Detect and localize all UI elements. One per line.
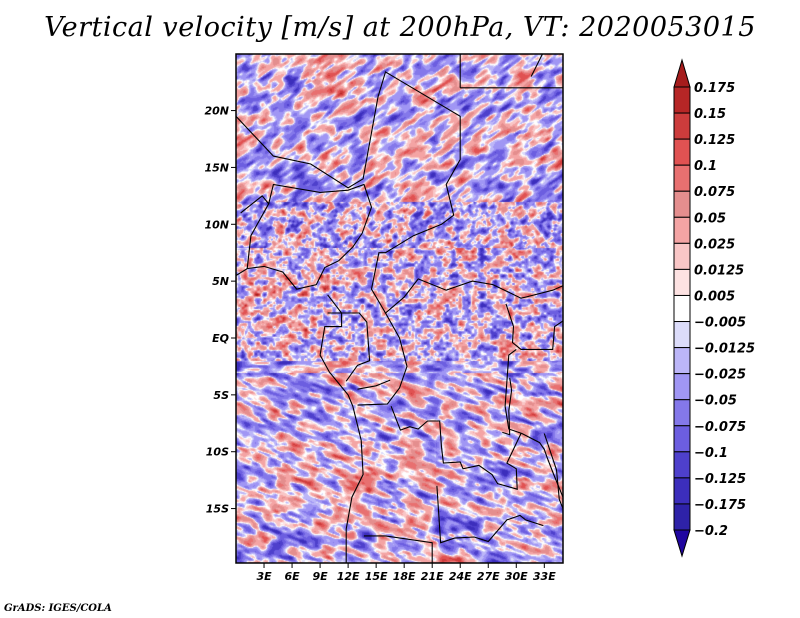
colorbar-box [673, 477, 691, 505]
colorbar-label: 0.05 [694, 211, 726, 226]
colorbar-label: −0.025 [694, 368, 746, 383]
colorbar-box [673, 347, 691, 375]
colorbar-box [673, 138, 691, 166]
colorbar-label: −0.125 [694, 472, 746, 487]
colorbar-label: 0.125 [694, 133, 735, 148]
colorbar-box [673, 399, 691, 427]
vertical-velocity-field [236, 54, 563, 563]
colorbar-label: 0.1 [694, 159, 717, 174]
colorbar-box [673, 190, 691, 218]
boundary-line [390, 406, 522, 490]
colorbar-extend-max [673, 58, 691, 88]
x-tick-label: 27E [477, 570, 500, 583]
y-tick-label: 15S [206, 503, 229, 516]
map-plot-area [236, 54, 563, 563]
colorbar-box [673, 164, 691, 192]
colorbar-extend-min [673, 529, 691, 558]
boundary-line [357, 312, 408, 406]
boundary-line [504, 348, 563, 498]
boundary-line [319, 294, 364, 563]
boundary-line [364, 535, 433, 563]
colorbar-label: 0.0125 [694, 263, 744, 278]
colorbar-label: 0.175 [694, 81, 735, 96]
x-tick-label: 24E [449, 570, 472, 583]
x-tick-label: 6E [284, 570, 300, 583]
colorbar-box [673, 451, 691, 479]
x-tick-label: 9E [312, 570, 328, 583]
colorbar-label: 0.025 [694, 237, 735, 252]
colorbar-label: 0.15 [694, 107, 726, 122]
colorbar-label: 0.075 [694, 185, 735, 200]
boundary-line [236, 71, 563, 314]
chart-title: Vertical velocity [m/s] at 200hPa, VT: 2… [44, 12, 756, 43]
colorbar-label: 0.005 [694, 289, 735, 304]
colorbar-box [673, 503, 691, 531]
country-boundaries [236, 54, 563, 563]
y-tick-label: 10N [204, 218, 229, 231]
y-tick-label: 15N [204, 161, 229, 174]
colorbar-box [673, 294, 691, 323]
y-tick-label: EQ [212, 332, 229, 345]
x-tick-label: 12E [337, 570, 360, 583]
grads-credit: GrADS: IGES/COLA [4, 603, 112, 614]
boundary-line [236, 183, 373, 290]
colorbar-box [673, 321, 691, 349]
x-tick-label: 21E [421, 570, 444, 583]
x-tick-label: 15E [365, 570, 388, 583]
y-tick-label: 5N [212, 275, 229, 288]
colorbar-label: −0.175 [694, 498, 746, 513]
x-tick-label: 33E [533, 570, 556, 583]
boundary-line [505, 303, 563, 350]
boundary-line [357, 379, 391, 390]
boundary-line [502, 377, 513, 436]
colorbar-box [673, 425, 691, 453]
colorbar-box [673, 242, 691, 270]
map-frame [235, 53, 564, 564]
colorbar-box [673, 268, 691, 296]
boundary-line [543, 433, 563, 509]
x-tick-label: 30E [505, 570, 528, 583]
colorbar: 0.175 0.15 0.125 0.1 0.075 0.05 0.025 0.0125 0.0… [673, 58, 755, 558]
colorbar-label: −0.2 [694, 524, 728, 539]
y-tick-label: 5S [213, 389, 229, 402]
colorbar-label: −0.0125 [694, 342, 755, 357]
boundary-line [327, 312, 371, 382]
x-tick-label: 18E [393, 570, 416, 583]
y-tick-label: 20N [204, 105, 229, 118]
boundary-line [436, 485, 544, 544]
colorbar-label: −0.005 [694, 316, 746, 331]
colorbar-box [673, 112, 691, 140]
x-axis: 3E 6E 9E 12E 15E 18E 21E 24E 27E 30E 33E [256, 563, 556, 583]
colorbar-label: −0.05 [694, 394, 737, 409]
colorbar-box [673, 216, 691, 244]
colorbar-label: −0.075 [694, 420, 746, 435]
colorbar-label: −0.1 [694, 446, 728, 461]
colorbar-box [673, 373, 691, 401]
colorbar-box [673, 86, 691, 114]
y-axis: 20N 15N 10N 5N EQ 5S 10S 15S [204, 105, 236, 516]
y-tick-label: 10S [206, 446, 229, 459]
x-tick-label: 3E [256, 570, 272, 583]
boundary-line [240, 195, 270, 269]
